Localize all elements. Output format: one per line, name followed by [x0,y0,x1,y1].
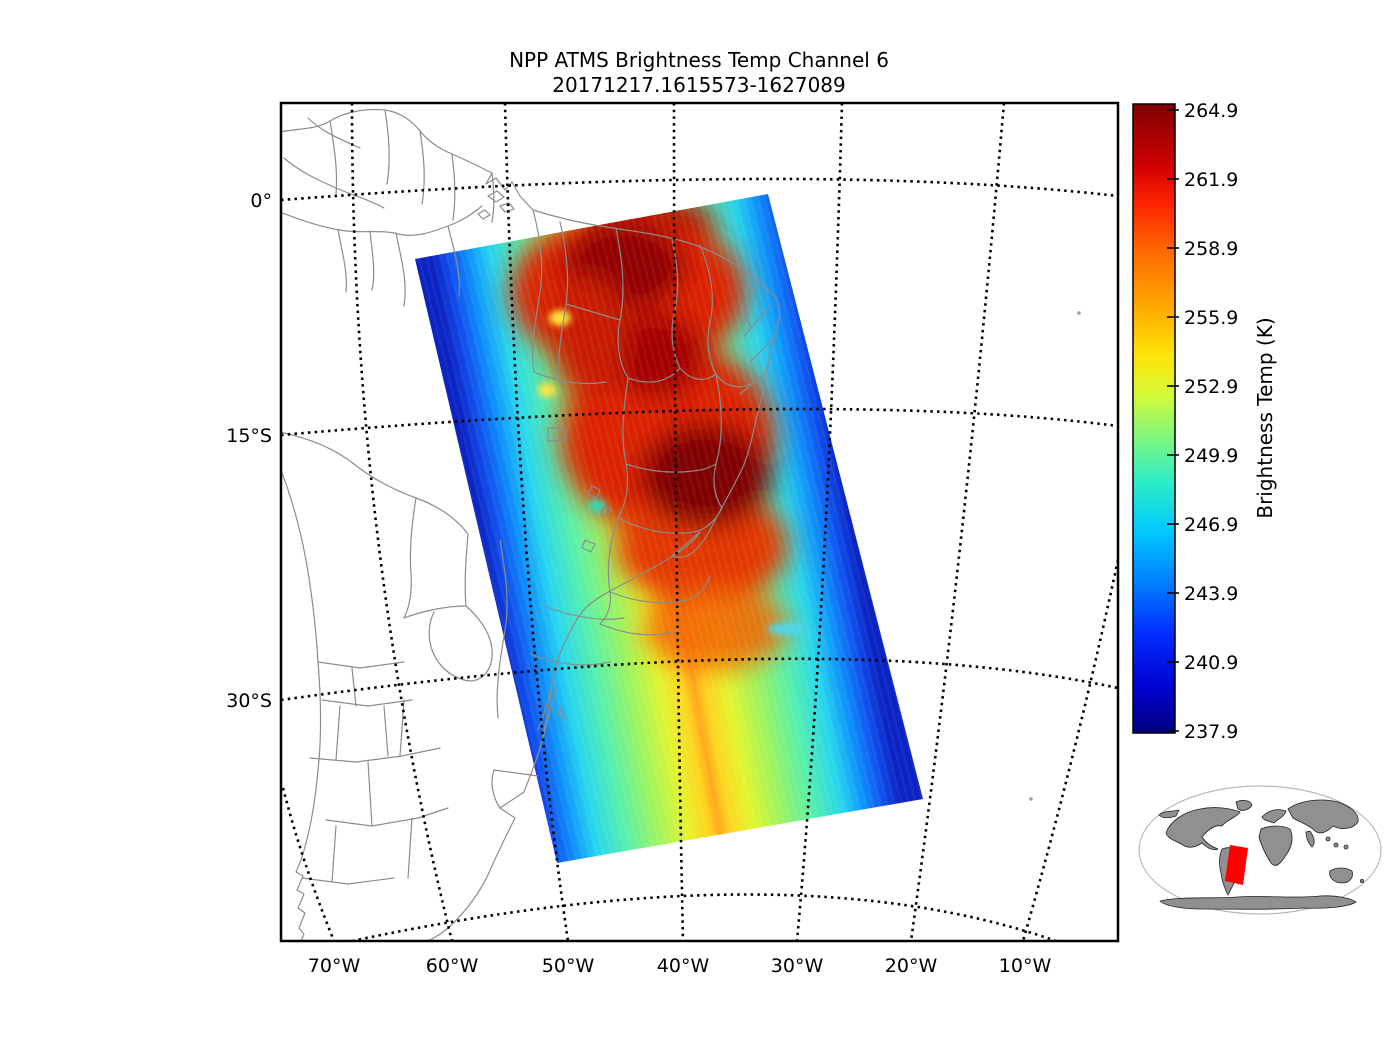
brazil-bahia-borders [533,303,723,519]
island-dot-1 [1077,311,1081,315]
cbar-tick-249-9: 249.9 [1184,445,1238,467]
islands-se-asia-1 [1325,836,1331,842]
continent-north-america [1165,807,1241,850]
globe-continents [1158,799,1364,910]
cbar-tick-261-9: 261.9 [1184,169,1238,191]
colorbar-tick-marks [1167,109,1179,732]
cbar-tick-243-9: 243.9 [1184,583,1238,605]
coastlines-borders [281,108,781,941]
uruguay-borders [491,683,553,809]
continent-alaska [1158,809,1180,819]
parallel-45s [351,893,1057,941]
amazon-river [281,205,483,236]
y-tick-30s: 30°S [226,690,272,712]
cbar-tick-240-9: 240.9 [1184,652,1238,674]
meridian-30w [795,103,844,941]
x-tick-10w: 10°W [999,955,1052,977]
satellite-swath [415,194,923,863]
continent-asia [1287,799,1359,834]
graticule [281,103,1118,941]
cbar-tick-237-9: 237.9 [1184,721,1238,743]
brazil-southeast-borders [529,507,723,666]
brazil-ne-state-borders [739,283,777,395]
meridian-60w [350,103,454,941]
parallel-0deg [281,177,1118,202]
northwest-borders [283,109,495,223]
continent-australia [1329,867,1353,884]
inland-gray-specks [581,485,612,553]
cbar-tick-258-9: 258.9 [1184,238,1238,260]
main-map [281,103,1118,941]
x-tick-20w: 20°W [885,955,938,977]
plot-subtitle: 20171217.1615573-1627089 [552,73,846,97]
y-tick-0deg: 0° [250,190,272,212]
x-axis-labels: 70°W 60°W 50°W 40°W 30°W 20°W 10°W [308,955,1052,977]
swath-scan-texture [415,194,923,863]
cbar-tick-252-9: 252.9 [1184,376,1238,398]
islands-se-asia-2 [1333,842,1339,848]
y-tick-15s: 15°S [226,425,272,447]
colorbar-tick-labels: 264.9 261.9 258.9 255.9 252.9 249.9 246.… [1184,100,1238,743]
meridian-20w [909,103,1006,941]
colorbar-gradient [1132,103,1176,734]
cbar-tick-255-9: 255.9 [1184,307,1238,329]
map-frame [279,101,1120,943]
x-tick-30w: 30°W [771,955,824,977]
meridian-40w [672,103,685,941]
islands-new-zealand [1359,879,1364,884]
meridian-10w [1021,559,1118,941]
cbar-tick-264-9: 264.9 [1184,100,1238,122]
cbar-tick-246-9: 246.9 [1184,514,1238,536]
colorbar-axis-label: Brightness Temp (K) [1253,317,1277,518]
small-admin-box [547,427,567,442]
inset-swath-footprint [1225,845,1248,885]
x-tick-40w: 40°W [657,955,710,977]
continent-europe [1261,809,1287,824]
plot-title: NPP ATMS Brightness Temp Channel 6 [509,48,889,72]
continent-antarctica [1159,895,1357,910]
west-country-borders [281,431,469,619]
argentina-province-borders [301,661,449,885]
colorbar: 264.9 261.9 258.9 255.9 252.9 249.9 246.… [1132,100,1277,743]
x-tick-70w: 70°W [308,955,361,977]
continent-greenland [1235,799,1253,811]
continent-india [1305,830,1315,848]
meridian-70w [281,787,336,941]
x-tick-50w: 50°W [542,955,595,977]
islands-se-asia-3 [1343,844,1349,850]
inset-globe [1138,785,1382,915]
x-tick-60w: 60°W [426,955,479,977]
meridian-50w [503,103,570,941]
continent-africa [1258,825,1293,866]
island-dot-2 [1029,797,1033,801]
amazon-tributaries [337,225,460,307]
y-axis-labels: 0° 15°S 30°S [226,190,272,712]
pacific-coast [281,468,322,941]
